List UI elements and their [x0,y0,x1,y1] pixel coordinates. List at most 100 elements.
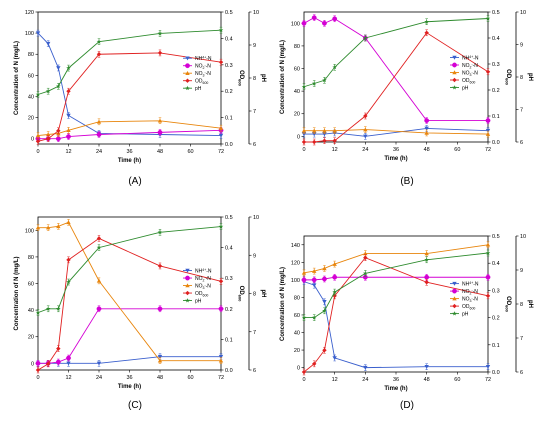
series-line [303,257,489,373]
y3-tick-label: 9 [520,43,523,49]
legend-entry: NH4+-N [195,268,212,275]
y3-tick-label: 7 [253,109,256,115]
y-tick-label: 140 [291,243,300,249]
data-point [322,276,327,282]
data-point [56,128,61,133]
y3-tick-label: 7 [520,336,523,342]
x-tick-label: 24 [96,375,102,381]
y-tick-label: 100 [25,31,34,37]
data-point [312,128,317,133]
legend-entry: NH4+-N [462,281,479,288]
y-tick-label: 0 [31,137,34,143]
series-line [38,308,221,364]
data-point [424,19,429,24]
legend-entry: OD600 [462,304,475,311]
data-point [157,129,163,135]
legend-swatch-marker [185,85,190,91]
data-point [424,257,429,262]
data-point [322,77,327,83]
legend-entry: NH4+-N [462,55,479,62]
legend-swatch-marker [452,311,457,316]
legend-entry: pH [462,311,469,317]
y3-tick-label: 9 [520,268,523,274]
data-point [312,283,317,288]
y3-tick-label: 10 [520,10,526,16]
legend-entry: NO3--N [462,296,478,303]
data-point [55,136,61,142]
series-line [304,127,489,137]
data-point [96,361,102,366]
legend-swatch-marker [185,71,190,75]
y3-axis-label: pH [260,74,266,82]
y2-tick-label: 0.5 [225,215,233,221]
data-point [485,274,491,280]
data-point [56,224,61,229]
y3-tick-label: 10 [520,234,526,240]
data-point [301,369,307,375]
series-line [37,52,222,142]
series-ph [301,15,491,90]
y-tick-label: 80 [28,255,34,261]
data-point [322,300,327,305]
data-point [96,278,102,283]
y2-axis-label: OD600 [505,296,512,312]
x-tick-label: 60 [454,147,460,153]
data-point [485,242,491,247]
data-point [218,133,224,138]
data-point [56,346,61,351]
y3-tick-label: 10 [253,10,259,16]
y3-tick-label: 7 [520,108,523,114]
x-tick-label: 72 [218,149,224,155]
series-ph [35,223,224,316]
y2-tick-label: 0.0 [492,140,500,146]
data-point [322,20,327,26]
data-point [96,132,102,137]
x-tick-label: 0 [302,377,305,383]
y-tick-label: 20 [294,112,300,118]
data-point [218,125,224,130]
panel-label: (B) [400,176,413,187]
x-tick-label: 60 [187,149,193,155]
data-point [312,132,317,137]
x-axis-label: Time (h) [118,384,141,390]
y-tick-label: 120 [291,260,300,266]
data-point [322,132,327,137]
legend-entry: NH4+-N [195,56,212,63]
y3-axis-label: pH [527,300,533,308]
series-od600 [35,235,224,374]
y-tick-label: 20 [28,335,34,341]
data-point [424,130,429,135]
y2-axis-label: OD600 [505,69,512,85]
data-point [363,251,368,256]
series-no2-n [301,14,491,124]
data-point [218,279,224,284]
data-point [157,31,163,36]
data-point [485,69,491,74]
legend-swatch-marker [452,70,457,75]
y-axis-label: Concentration of N (mg/L) [280,267,286,341]
data-point [363,255,368,260]
x-tick-label: 12 [332,147,338,153]
y2-tick-label: 0.2 [492,88,500,94]
data-point [322,348,327,353]
y2-tick-label: 0.2 [225,307,233,313]
y2-tick-label: 0.3 [225,63,233,69]
data-point [301,270,307,275]
y-axis-label: Concentration of N (mg/L) [280,40,286,114]
y2-tick-label: 0.1 [225,116,233,122]
data-point [96,236,102,241]
legend-entry: pH [195,298,202,304]
y-tick-label: 40 [294,89,300,95]
series-ph [301,249,491,321]
data-point [332,64,337,70]
legend-entry: OD600 [195,79,208,86]
y2-tick-label: 0.2 [492,316,500,322]
data-point [332,356,337,361]
y-tick-label: 60 [28,282,34,288]
legend-entry: NO3--N [462,70,478,77]
data-point [301,277,307,283]
y3-tick-label: 8 [253,76,256,82]
data-point [56,66,61,71]
x-tick-label: 12 [332,377,338,383]
series-od600 [301,29,491,146]
